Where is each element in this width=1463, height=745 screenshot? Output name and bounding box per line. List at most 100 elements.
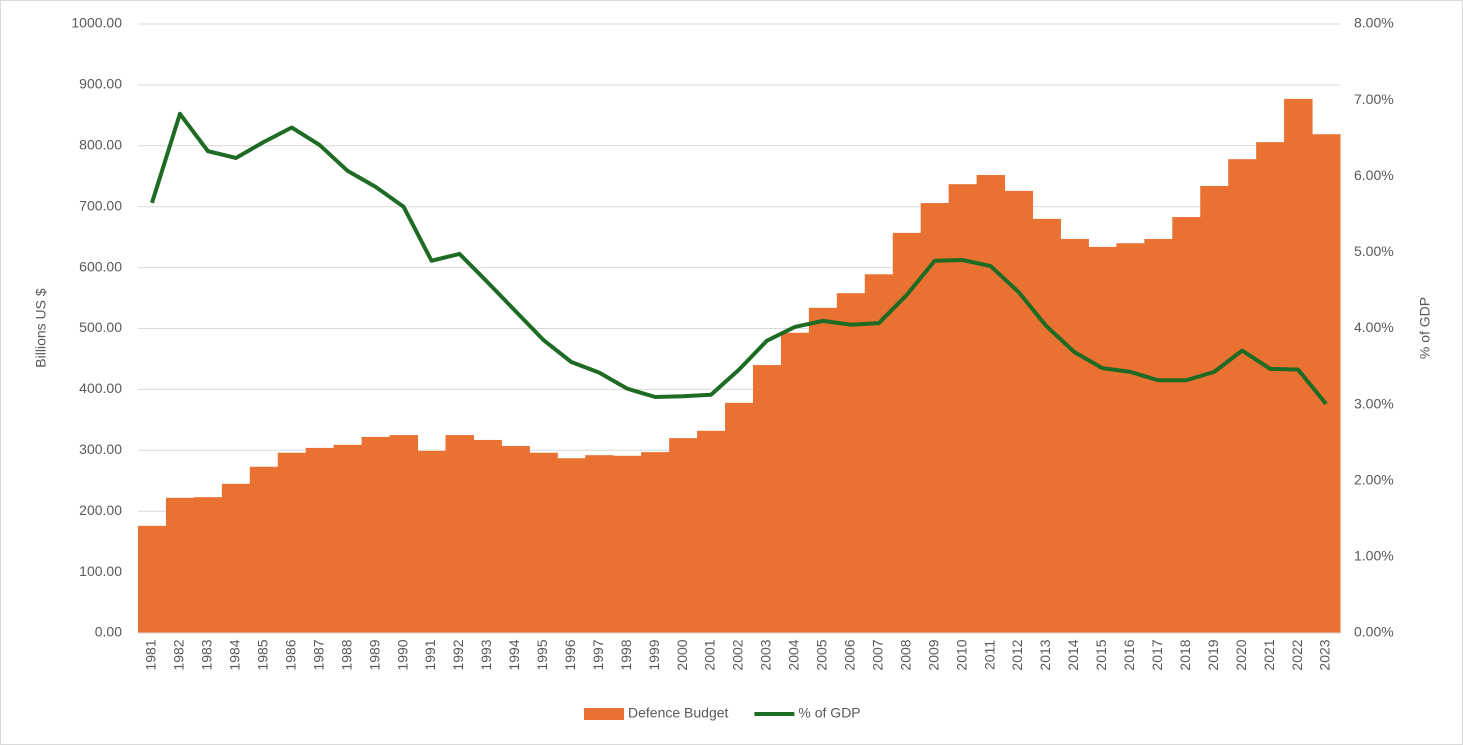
bar <box>417 450 446 633</box>
bar <box>1284 98 1313 634</box>
x-tick-label: 2000 <box>674 639 690 670</box>
y-tick-label: 200.00 <box>79 502 122 518</box>
bar <box>165 497 195 633</box>
bar <box>1228 159 1257 633</box>
x-tick-label: 2013 <box>1037 639 1053 670</box>
x-tick-label: 2007 <box>869 639 885 670</box>
bar <box>221 483 251 633</box>
bar <box>361 436 391 633</box>
x-tick-label: 2022 <box>1289 639 1305 670</box>
x-tick-label: 1981 <box>143 639 159 670</box>
x-tick-label: 2009 <box>925 639 941 670</box>
x-tick-label: 1992 <box>450 639 466 670</box>
x-tick-label: 2001 <box>702 639 718 670</box>
x-tick-label: 1998 <box>618 639 634 670</box>
x-tick-label: 1991 <box>422 639 438 670</box>
y-tick-label: 700.00 <box>79 197 122 213</box>
x-tick-label: 1982 <box>171 639 187 670</box>
y-tick-label: 1000.00 <box>71 15 122 31</box>
y2-tick-label: 4.00% <box>1354 319 1394 335</box>
x-tick-label: 2021 <box>1261 639 1277 670</box>
bar <box>277 452 307 633</box>
x-tick-label: 1990 <box>394 639 410 670</box>
bar <box>1032 218 1061 633</box>
y2-tick-label: 1.00% <box>1354 548 1394 564</box>
x-tick-label: 1985 <box>254 639 270 670</box>
x-tick-label: 2008 <box>897 639 913 670</box>
bar <box>305 447 335 633</box>
bar <box>445 435 474 633</box>
y2-tick-label: 0.00% <box>1354 624 1394 640</box>
bar <box>1172 217 1201 634</box>
x-tick-label: 1994 <box>506 639 522 670</box>
bar <box>193 497 223 633</box>
bar <box>389 435 419 633</box>
x-tick-label: 2018 <box>1177 639 1193 670</box>
x-tick-label: 1995 <box>534 639 550 670</box>
bar <box>1116 243 1145 634</box>
x-tick-label: 2006 <box>842 639 858 670</box>
bar <box>641 452 670 633</box>
y-tick-label: 100.00 <box>79 563 122 579</box>
bar <box>473 439 502 633</box>
bar <box>697 430 726 633</box>
y2-tick-label: 3.00% <box>1354 395 1394 411</box>
x-tick-label: 2017 <box>1149 639 1165 670</box>
bar <box>333 444 363 633</box>
x-tick-label: 2014 <box>1065 639 1081 670</box>
x-tick-label: 2020 <box>1233 639 1249 670</box>
x-tick-label: 1986 <box>282 639 298 670</box>
x-tick-label: 1983 <box>199 639 215 670</box>
bar <box>1144 238 1173 634</box>
x-tick-label: 2011 <box>981 640 997 670</box>
bar <box>892 232 922 633</box>
y-tick-label: 500.00 <box>79 319 122 335</box>
bar <box>752 365 782 633</box>
bar <box>557 458 586 633</box>
bar <box>920 203 950 633</box>
x-tick-label: 2002 <box>730 639 746 670</box>
x-tick-label: 2010 <box>953 639 969 670</box>
x-tick-label: 2003 <box>758 639 774 670</box>
bar <box>669 438 698 633</box>
bar <box>948 184 978 634</box>
bar <box>780 332 810 633</box>
bar <box>1004 190 1034 633</box>
x-tick-label: 1988 <box>338 639 354 670</box>
y2-tick-label: 5.00% <box>1354 243 1394 259</box>
y-tick-label: 400.00 <box>79 380 122 396</box>
x-tick-label: 2005 <box>814 639 830 670</box>
line <box>150 111 1328 406</box>
legend-label: Defence Budget <box>628 705 729 721</box>
x-tick-label: 1997 <box>590 639 606 670</box>
bar <box>529 452 558 633</box>
y-tick-label: 800.00 <box>79 137 122 153</box>
bar <box>836 293 866 633</box>
y2-tick-label: 8.00% <box>1354 15 1394 31</box>
bar <box>1312 134 1341 633</box>
bar <box>976 175 1006 634</box>
bar <box>1200 185 1229 633</box>
y-tick-label: 0.00 <box>95 624 122 640</box>
x-tick-label: 1993 <box>478 639 494 670</box>
x-tick-label: 2012 <box>1009 639 1025 670</box>
y-tick-label: 900.00 <box>79 76 122 92</box>
bar <box>808 307 838 633</box>
x-tick-label: 2016 <box>1121 639 1137 670</box>
y2-tick-label: 7.00% <box>1354 91 1394 107</box>
x-tick-label: 1999 <box>646 639 662 670</box>
x-tick-label: 1989 <box>366 639 382 670</box>
x-tick-label: 2019 <box>1205 639 1221 670</box>
bar <box>1060 238 1089 634</box>
bar <box>501 446 530 633</box>
bar <box>249 466 279 633</box>
x-tick-label: 1984 <box>227 639 243 670</box>
y-tick-label: 300.00 <box>79 441 122 457</box>
y-axis-title: Billions US $ <box>33 288 49 368</box>
legend-label: % of GDP <box>798 705 860 721</box>
x-tick-label: 2004 <box>786 639 802 670</box>
y2-tick-label: 2.00% <box>1354 471 1394 487</box>
bar <box>1088 246 1117 634</box>
bar <box>613 455 642 633</box>
